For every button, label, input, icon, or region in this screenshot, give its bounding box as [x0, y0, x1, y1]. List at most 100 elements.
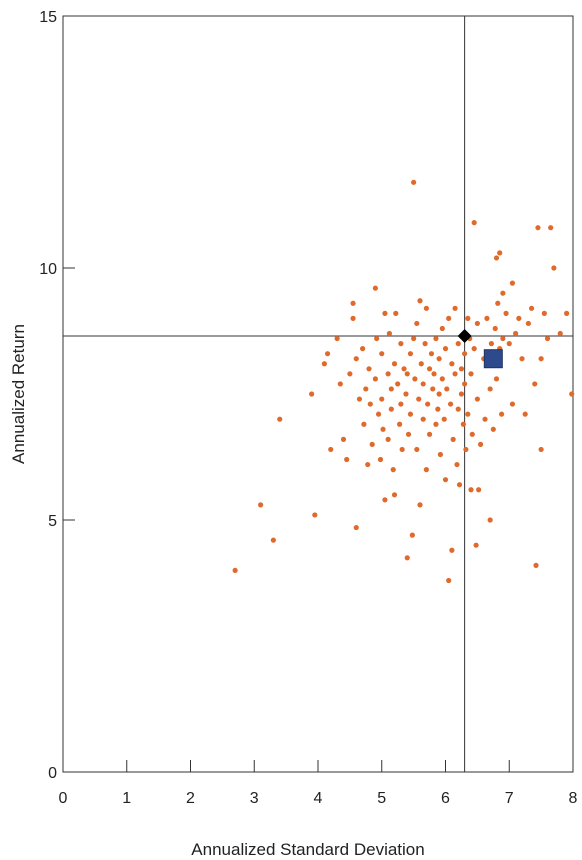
- data-point: [431, 371, 437, 377]
- data-point: [435, 406, 441, 412]
- data-point: [232, 567, 238, 574]
- data-point: [500, 290, 506, 296]
- data-point: [334, 335, 340, 342]
- data-point: [418, 361, 424, 367]
- data-point: [544, 335, 551, 342]
- data-point: [476, 487, 482, 493]
- data-point: [416, 396, 422, 402]
- y-tick-label: 0: [48, 765, 57, 782]
- diamond-marker: [457, 329, 472, 344]
- data-point: [460, 421, 466, 427]
- data-point: [350, 315, 356, 321]
- data-point: [492, 325, 498, 332]
- data-point: [328, 446, 334, 453]
- data-point: [397, 421, 403, 427]
- x-tick-label: 2: [186, 790, 195, 807]
- data-point: [270, 537, 276, 543]
- data-point: [425, 401, 431, 407]
- data-point: [497, 250, 503, 256]
- data-point: [377, 456, 384, 463]
- data-point: [426, 366, 433, 372]
- data-point: [398, 341, 404, 347]
- data-point: [474, 320, 480, 327]
- data-point: [388, 406, 394, 412]
- data-point: [465, 315, 471, 321]
- reference-lines: [63, 16, 573, 772]
- data-point: [528, 305, 535, 311]
- data-point: [473, 542, 479, 548]
- data-point: [407, 411, 414, 417]
- data-point: [423, 467, 429, 473]
- data-point: [436, 356, 442, 362]
- data-point: [456, 482, 463, 488]
- data-point: [420, 381, 426, 387]
- x-tick-label: 7: [505, 790, 514, 807]
- data-point: [353, 356, 359, 362]
- data-point: [455, 341, 461, 347]
- data-point: [374, 335, 380, 342]
- data-point: [439, 376, 445, 382]
- data-point: [404, 371, 410, 377]
- data-point: [533, 562, 539, 568]
- y-axis-label: Annualized Return: [9, 324, 28, 464]
- data-point: [525, 320, 531, 327]
- data-point: [465, 411, 471, 417]
- data-point: [382, 497, 388, 503]
- x-tick-label: 4: [314, 790, 323, 807]
- data-point: [411, 179, 417, 185]
- data-point: [324, 351, 331, 357]
- data-point: [495, 300, 501, 306]
- data-point: [312, 512, 318, 518]
- data-point: [454, 461, 460, 468]
- data-point: [522, 411, 528, 417]
- data-point: [337, 381, 343, 387]
- data-point: [365, 461, 371, 468]
- axis-ticks: [62, 15, 574, 773]
- data-point: [372, 376, 378, 382]
- data-point: [516, 315, 522, 321]
- data-point: [484, 315, 490, 321]
- data-point: [422, 341, 428, 347]
- data-point: [442, 477, 449, 483]
- data-point: [340, 436, 347, 442]
- data-point: [450, 436, 456, 442]
- data-point: [541, 310, 547, 316]
- data-point: [513, 330, 519, 337]
- data-point: [385, 371, 391, 377]
- data-point: [488, 341, 494, 347]
- x-tick-label: 0: [59, 790, 68, 807]
- data-point: [393, 310, 399, 316]
- plot-frame: [62, 15, 574, 773]
- data-point: [372, 285, 378, 291]
- data-point: [309, 391, 315, 397]
- data-point: [490, 426, 496, 432]
- data-point: [458, 391, 465, 397]
- data-point: [569, 391, 575, 397]
- data-point: [509, 280, 516, 286]
- data-point: [433, 335, 439, 342]
- data-point: [487, 386, 493, 392]
- data-point: [452, 371, 458, 377]
- data-point: [468, 487, 474, 493]
- data-point: [503, 310, 509, 316]
- y-tick-label: 5: [48, 513, 57, 530]
- data-point: [436, 391, 442, 397]
- data-point: [468, 371, 474, 377]
- data-points: [232, 179, 575, 584]
- data-point: [482, 416, 488, 422]
- data-point: [395, 381, 401, 387]
- data-point: [500, 335, 506, 342]
- data-point: [430, 386, 436, 392]
- data-point: [321, 361, 327, 367]
- data-point: [412, 376, 418, 382]
- data-point: [391, 361, 398, 367]
- data-point: [477, 441, 484, 447]
- data-point: [548, 225, 554, 231]
- data-point: [386, 330, 392, 337]
- data-point: [564, 310, 570, 316]
- data-point: [551, 265, 557, 271]
- data-point: [441, 416, 447, 422]
- data-point: [360, 346, 366, 352]
- data-point: [439, 325, 445, 332]
